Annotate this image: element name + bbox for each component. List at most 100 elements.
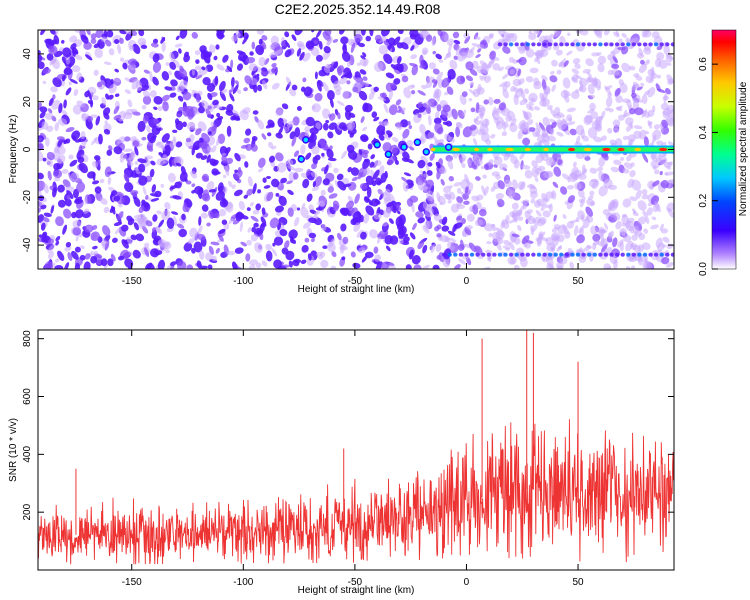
spectrogram-speckle	[107, 94, 114, 100]
spectrogram-speckle	[314, 154, 321, 161]
spectrogram-speckle	[285, 41, 291, 48]
spectrogram-speckle	[540, 203, 547, 212]
spectrogram-speckle	[493, 156, 503, 166]
spectrogram-speckle	[632, 208, 636, 213]
spectrogram-speckle	[119, 57, 125, 62]
spectrogram-speckle	[176, 84, 185, 93]
spectrogram-speckle	[305, 116, 315, 127]
spectrogram-speckle	[111, 190, 118, 196]
spectrogram-speckle	[469, 124, 477, 131]
spectrogram-speckle	[455, 122, 463, 129]
spectrogram-speckle	[536, 198, 545, 207]
spectrogram-speckle	[90, 33, 97, 40]
spectrogram-speckle	[257, 157, 266, 168]
spectrogram-speckle	[377, 96, 387, 101]
spectrogram-speckle	[546, 263, 554, 269]
spectrogram-speckle	[562, 173, 570, 180]
spectrogram-speckle	[281, 103, 289, 110]
spectrogram-speckle	[510, 118, 517, 127]
spectrogram-speckle	[285, 76, 292, 86]
spectrogram-speckle	[396, 203, 402, 211]
spectrogram-x-ticks: -150 -100 -50 0 50	[122, 30, 584, 287]
spectrogram-speckle	[124, 89, 132, 94]
spectrogram-speckle	[637, 200, 647, 211]
spectrogram-tone-dot	[547, 252, 553, 257]
spectrogram-speckle	[625, 220, 631, 229]
spectrogram-tone-dot	[520, 252, 525, 257]
spectrogram-speckle	[590, 225, 598, 235]
spectrogram-tone-dot	[631, 42, 636, 47]
spectrogram-speckle	[600, 110, 606, 119]
spectrogram-speckle	[643, 136, 649, 147]
spectrogram-speckle	[288, 229, 298, 240]
spectrogram-speckle	[656, 140, 664, 146]
spectrogram-speckle	[483, 223, 494, 232]
spectrogram-speckle	[347, 166, 352, 173]
spectrogram-speckle	[405, 158, 414, 164]
spectrogram-speckle	[379, 92, 386, 98]
spectrogram-tone-dot	[559, 42, 564, 47]
spectrogram-speckle	[208, 44, 216, 54]
spectrogram-speckle	[652, 165, 657, 170]
spectrogram-speckle	[218, 80, 226, 92]
spectrogram-speckle	[666, 74, 674, 85]
spectrogram-speckle	[212, 99, 219, 106]
spectrogram-speckle	[198, 250, 205, 260]
spectrogram-speckle	[422, 244, 428, 254]
spectrogram-speckle	[342, 90, 349, 100]
spectrogram-speckle	[157, 259, 165, 269]
spectrogram-speckle	[533, 80, 542, 90]
spectrogram-speckle	[499, 163, 508, 171]
spectrogram-speckle	[254, 242, 263, 253]
spectrogram-speckle	[226, 125, 232, 137]
spectrogram-speckle	[395, 216, 404, 228]
spectrogram-speckle	[83, 261, 91, 269]
spectrogram-speckle	[233, 189, 243, 197]
spectrogram-speckle	[87, 171, 96, 179]
spectrogram-speckle	[368, 91, 375, 100]
spectrogram-speckle	[47, 170, 52, 181]
spectrogram-speckle	[141, 44, 148, 50]
spectrogram-tone-dot	[520, 42, 525, 47]
spectrogram-speckle	[308, 232, 317, 239]
spectrogram-speckle	[158, 219, 165, 228]
spectrogram-speckle	[200, 212, 208, 219]
spectrogram-speckle	[459, 157, 465, 163]
spectrogram-speckle	[608, 108, 614, 113]
spectrogram-speckle	[346, 60, 352, 67]
spectrogram-speckle	[390, 82, 397, 90]
spectrogram-speckle	[421, 47, 429, 55]
spectrogram-speckle	[114, 93, 120, 97]
spectrogram-speckle	[535, 210, 542, 217]
spectrogram-speckle	[466, 159, 472, 167]
spectrogram-speckle	[550, 108, 556, 117]
spectrogram-speckle	[153, 118, 159, 125]
spectrogram-y-ticks: -40 -20 0 20 40	[22, 48, 674, 252]
spectrogram-speckle	[261, 207, 266, 215]
spectrogram-speckle	[51, 99, 61, 110]
spectrogram-speckle	[455, 45, 461, 56]
spectrogram-speckle	[426, 190, 435, 202]
spectrogram-speckle	[607, 127, 613, 134]
spectrogram-speckle	[586, 71, 592, 78]
spectrogram-speckle	[284, 240, 290, 249]
spectrogram-speckle	[278, 195, 287, 206]
spectrogram-speckle	[582, 135, 590, 142]
spectrogram-speckle	[169, 61, 176, 70]
snr-y-axis-label: SNR (10 * v/v)	[8, 418, 19, 482]
spectrogram-speckle	[597, 63, 605, 73]
spectrogram-speckle	[40, 204, 47, 210]
spectrogram-speckle	[415, 211, 424, 218]
spectrogram-speckle	[104, 120, 108, 125]
spectrogram-speckle	[134, 161, 139, 165]
spectrogram-speckle	[431, 79, 438, 84]
spectrogram-speckle	[266, 191, 274, 202]
spectrogram-tone-core	[432, 147, 674, 152]
spectrogram-speckle	[252, 183, 257, 195]
spectrogram-speckle	[649, 71, 655, 82]
spectrogram-speckle	[656, 88, 666, 94]
spectrogram-speckle	[221, 155, 228, 163]
spectrogram-speckle	[604, 247, 613, 254]
spectrogram-speckle	[150, 197, 160, 202]
spectrogram-speckle	[144, 155, 154, 160]
